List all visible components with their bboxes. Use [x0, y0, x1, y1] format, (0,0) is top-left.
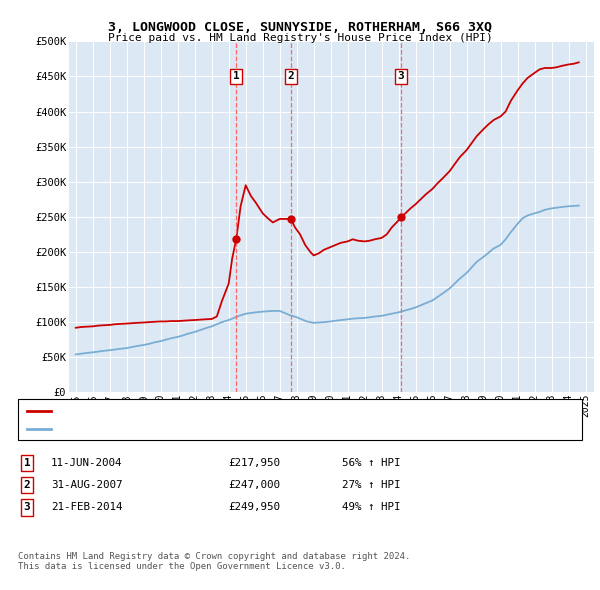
- Text: 1: 1: [23, 458, 31, 468]
- Text: Price paid vs. HM Land Registry's House Price Index (HPI): Price paid vs. HM Land Registry's House …: [107, 33, 493, 43]
- Text: £247,000: £247,000: [228, 480, 280, 490]
- Text: 21-FEB-2014: 21-FEB-2014: [51, 503, 122, 512]
- Text: 3, LONGWOOD CLOSE, SUNNYSIDE, ROTHERHAM, S66 3XQ (detached house): 3, LONGWOOD CLOSE, SUNNYSIDE, ROTHERHAM,…: [57, 406, 439, 415]
- Text: Contains HM Land Registry data © Crown copyright and database right 2024.
This d: Contains HM Land Registry data © Crown c…: [18, 552, 410, 571]
- Text: 49% ↑ HPI: 49% ↑ HPI: [342, 503, 401, 512]
- Text: £217,950: £217,950: [228, 458, 280, 468]
- Text: 56% ↑ HPI: 56% ↑ HPI: [342, 458, 401, 468]
- Text: 31-AUG-2007: 31-AUG-2007: [51, 480, 122, 490]
- Text: HPI: Average price, detached house, Rotherham: HPI: Average price, detached house, Roth…: [57, 424, 322, 434]
- Text: 27% ↑ HPI: 27% ↑ HPI: [342, 480, 401, 490]
- Text: 1: 1: [233, 71, 239, 81]
- Text: 11-JUN-2004: 11-JUN-2004: [51, 458, 122, 468]
- Text: 3: 3: [397, 71, 404, 81]
- Text: £249,950: £249,950: [228, 503, 280, 512]
- Text: 2: 2: [23, 480, 31, 490]
- Text: 2: 2: [287, 71, 294, 81]
- Text: 3: 3: [23, 503, 31, 512]
- Text: 3, LONGWOOD CLOSE, SUNNYSIDE, ROTHERHAM, S66 3XQ: 3, LONGWOOD CLOSE, SUNNYSIDE, ROTHERHAM,…: [108, 21, 492, 34]
